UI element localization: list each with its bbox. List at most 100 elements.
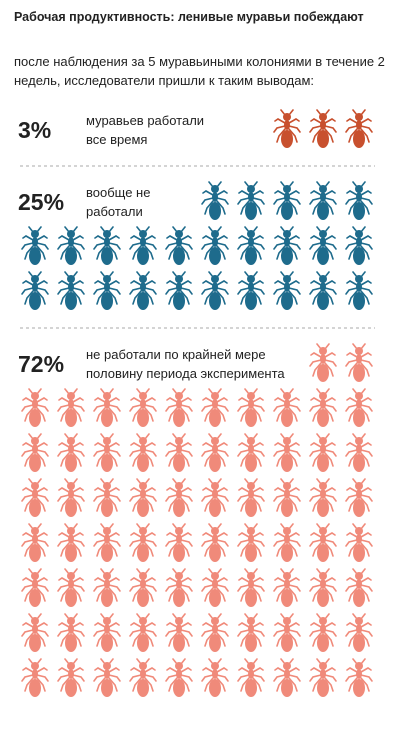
ant-icon xyxy=(201,613,229,653)
ant-icon xyxy=(273,271,301,311)
ant-icon xyxy=(201,658,229,698)
ant-icon xyxy=(57,388,85,428)
ant-icon xyxy=(129,226,157,266)
ant-icon xyxy=(345,109,373,149)
ant-icon xyxy=(273,433,301,473)
ant-icon xyxy=(129,478,157,518)
ant-icon xyxy=(345,523,373,563)
ant-icon xyxy=(345,613,373,653)
ant-icon xyxy=(309,478,337,518)
ant-icon xyxy=(165,613,193,653)
subtitle: после наблюдения за 5 муравьиными колони… xyxy=(14,54,385,88)
ant-icon xyxy=(273,109,301,149)
ant-icon xyxy=(129,388,157,428)
ant-icon xyxy=(21,478,49,518)
percent-label: 72% xyxy=(18,351,65,377)
ant-icon xyxy=(273,613,301,653)
ant-icon xyxy=(21,271,49,311)
ant-icon xyxy=(165,226,193,266)
ant-icon xyxy=(129,568,157,608)
ant-icon xyxy=(273,523,301,563)
ant-icon xyxy=(201,523,229,563)
ant-icon xyxy=(345,478,373,518)
percent-label: 3% xyxy=(18,117,52,143)
ant-icon xyxy=(345,388,373,428)
ant-icon xyxy=(345,181,373,221)
ant-icon xyxy=(93,271,121,311)
ant-icon xyxy=(201,388,229,428)
ant-icon xyxy=(129,523,157,563)
ant-icon xyxy=(21,523,49,563)
category-label: вообще не работали xyxy=(86,185,151,219)
ant-icon xyxy=(309,109,337,149)
ant-icon xyxy=(237,613,265,653)
ant-icon xyxy=(309,433,337,473)
ant-icon xyxy=(345,658,373,698)
ant-icon xyxy=(93,613,121,653)
ant-icon xyxy=(237,433,265,473)
ant-icon xyxy=(57,433,85,473)
ant-icon xyxy=(201,433,229,473)
ant-icon xyxy=(273,226,301,266)
ant-icon xyxy=(237,568,265,608)
ant-icon xyxy=(21,388,49,428)
ant-icon xyxy=(237,658,265,698)
ant-icon xyxy=(129,433,157,473)
ant-icon xyxy=(273,181,301,221)
ant-icon xyxy=(165,388,193,428)
ant-icon xyxy=(165,433,193,473)
ant-icon xyxy=(273,478,301,518)
ant-icon xyxy=(57,523,85,563)
ant-icon xyxy=(57,613,85,653)
ant-icon xyxy=(165,658,193,698)
ant-icon xyxy=(93,478,121,518)
ant-icon xyxy=(57,568,85,608)
ant-icon xyxy=(237,271,265,311)
ant-icon xyxy=(57,478,85,518)
ant-icon xyxy=(129,658,157,698)
ant-icon xyxy=(345,568,373,608)
ant-icon xyxy=(237,478,265,518)
ant-icon xyxy=(129,613,157,653)
ant-icon xyxy=(129,271,157,311)
ant-icon xyxy=(309,523,337,563)
ant-icon xyxy=(21,226,49,266)
ant-icon xyxy=(165,523,193,563)
title: Рабочая продуктивность: ленивые муравьи … xyxy=(14,10,364,24)
ant-icon xyxy=(237,388,265,428)
ant-icon xyxy=(309,343,337,383)
ant-icon xyxy=(345,271,373,311)
ant-icon xyxy=(201,226,229,266)
ant-icon xyxy=(237,181,265,221)
ant-icon xyxy=(93,433,121,473)
ant-icon xyxy=(93,568,121,608)
ant-icon xyxy=(57,271,85,311)
ant-icon xyxy=(309,613,337,653)
ant-icon xyxy=(165,568,193,608)
ant-icon xyxy=(21,658,49,698)
ant-icon xyxy=(93,523,121,563)
ant-icon xyxy=(345,226,373,266)
category-label: не работали по крайней мере половину пер… xyxy=(86,347,285,381)
ant-icon xyxy=(201,181,229,221)
ant-icon xyxy=(201,271,229,311)
ant-icon xyxy=(237,226,265,266)
ant-icon xyxy=(309,181,337,221)
ant-icon xyxy=(21,568,49,608)
ant-icon xyxy=(273,568,301,608)
ant-icon xyxy=(273,658,301,698)
ant-icon xyxy=(237,523,265,563)
ant-icon xyxy=(309,658,337,698)
ant-icon xyxy=(201,568,229,608)
ant-icon xyxy=(57,658,85,698)
ant-icon xyxy=(93,388,121,428)
ant-icon xyxy=(273,388,301,428)
ant-icon xyxy=(21,433,49,473)
category-label: муравьев работали все время xyxy=(86,113,205,147)
ant-icon xyxy=(165,478,193,518)
ant-icon xyxy=(165,271,193,311)
ant-icon xyxy=(309,226,337,266)
ant-icon xyxy=(93,658,121,698)
ant-icon xyxy=(201,478,229,518)
